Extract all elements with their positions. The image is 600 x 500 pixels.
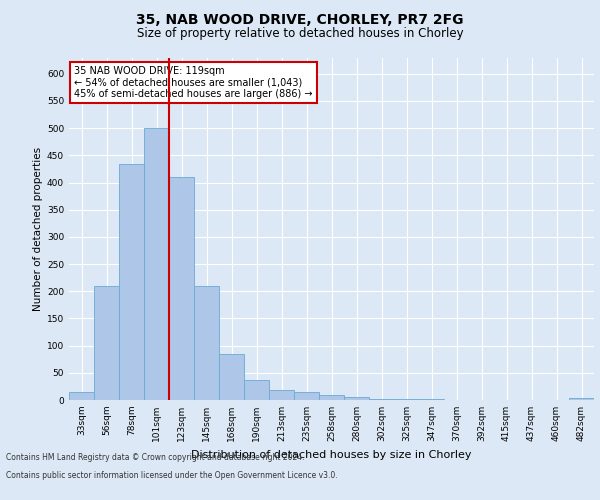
Bar	[294, 392, 319, 400]
Bar	[569, 398, 594, 400]
Bar	[119, 164, 144, 400]
Bar	[169, 177, 194, 400]
Bar	[319, 394, 344, 400]
Y-axis label: Number of detached properties: Number of detached properties	[33, 146, 43, 311]
Text: 35, NAB WOOD DRIVE, CHORLEY, PR7 2FG: 35, NAB WOOD DRIVE, CHORLEY, PR7 2FG	[136, 12, 464, 26]
Bar	[344, 398, 369, 400]
Text: Contains public sector information licensed under the Open Government Licence v3: Contains public sector information licen…	[6, 471, 338, 480]
Bar	[369, 399, 394, 400]
Bar	[269, 390, 294, 400]
Bar	[94, 286, 119, 400]
Bar	[194, 286, 219, 400]
Bar	[244, 380, 269, 400]
Bar	[219, 354, 244, 400]
Bar	[69, 392, 94, 400]
Text: 35 NAB WOOD DRIVE: 119sqm
← 54% of detached houses are smaller (1,043)
45% of se: 35 NAB WOOD DRIVE: 119sqm ← 54% of detac…	[74, 66, 313, 100]
Text: Contains HM Land Registry data © Crown copyright and database right 2024.: Contains HM Land Registry data © Crown c…	[6, 454, 305, 462]
Text: Size of property relative to detached houses in Chorley: Size of property relative to detached ho…	[137, 28, 463, 40]
X-axis label: Distribution of detached houses by size in Chorley: Distribution of detached houses by size …	[191, 450, 472, 460]
Bar	[144, 128, 169, 400]
